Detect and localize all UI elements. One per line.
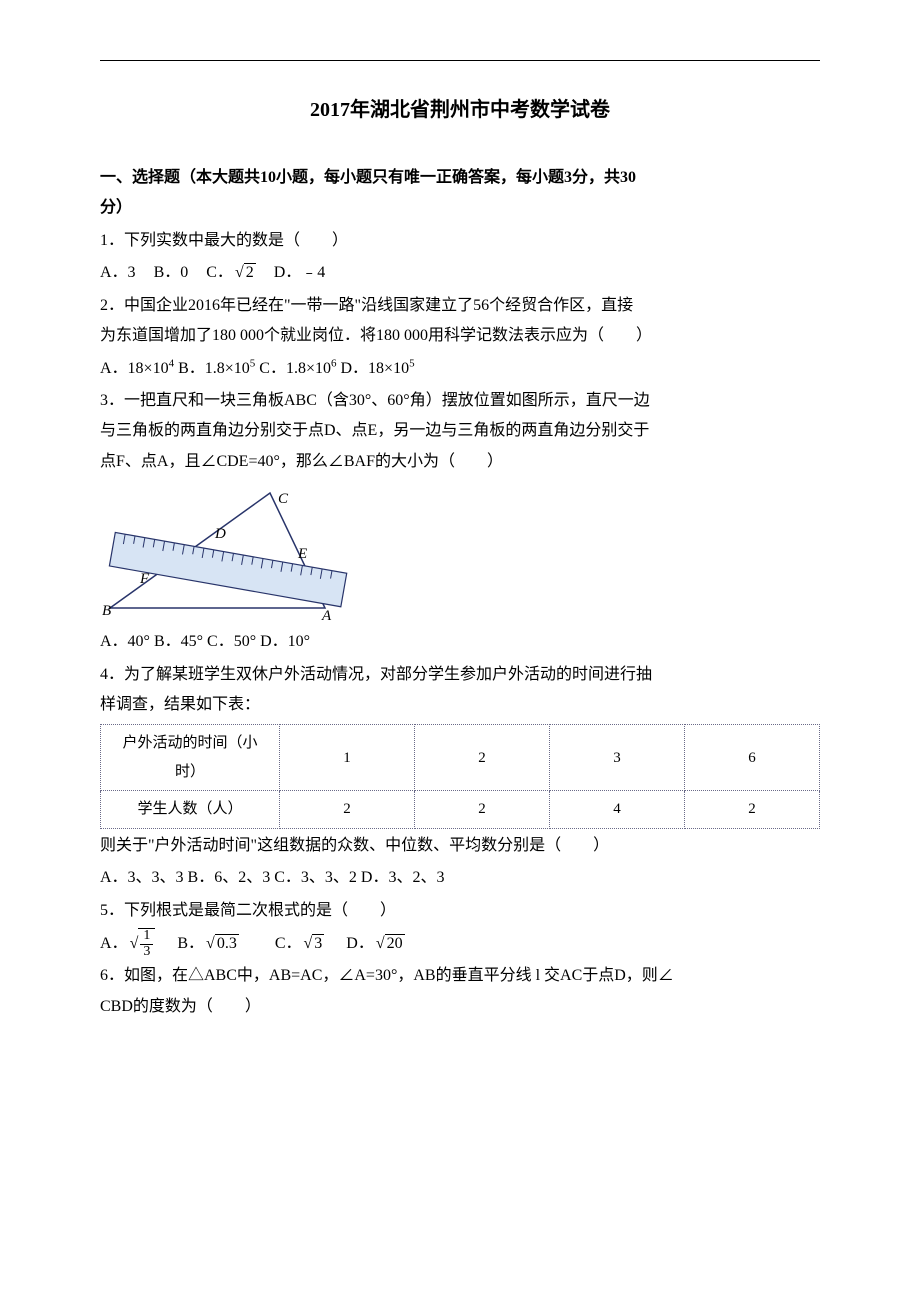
q5-opt-a-prefix: A． [100,935,128,952]
q5-a-num: 1 [140,929,153,945]
q2-options: A．18×104 B．1.8×105 C．1.8×106 D．18×105 [100,353,820,384]
q4-r2c1: 2 [280,791,415,829]
table-row: 户外活动的时间（小 时） 1 2 3 6 [101,725,820,791]
exam-title: 2017年湖北省荆州市中考数学试卷 [100,91,820,129]
q5-opt-c-prefix: C． [275,935,302,952]
section-1-heading-line2: 分） [100,193,820,223]
fig-label-a: A [321,608,332,623]
triangle-ruler-diagram-icon: B F D C E A [100,483,360,623]
q2-a-pre: A．18×10 [100,360,169,377]
q2-opt-b: B．1.8×105 [178,360,255,377]
q1-opt-d: D．﹣4 [274,264,326,281]
q3-line3: 点F、点A，且∠CDE=40°，那么∠BAF的大小为（ ） [100,447,820,477]
sqrt-icon: √0.3 [204,929,239,959]
q4-table: 户外活动的时间（小 时） 1 2 3 6 学生人数（人） 2 2 4 2 [100,724,820,829]
table-row: 学生人数（人） 2 2 4 2 [101,791,820,829]
q4-after: 则关于"户外活动时间"这组数据的众数、中位数、平均数分别是（ ） [100,831,820,861]
q2-opt-d: D．18×105 [341,360,415,377]
fraction-icon: 13 [140,929,153,959]
q2-d-pre: D．18×10 [341,360,410,377]
q3-options: A．40° B．45° C．50° D．10° [100,627,820,657]
q4-row1-label-b: 时） [175,764,205,780]
section-1-heading-line1: 一、选择题（本大题共10小题，每小题只有唯一正确答案，每小题3分，共30 [100,163,820,193]
q4-r1c2: 2 [415,725,550,791]
q4-r2c3: 4 [550,791,685,829]
q6-line1: 6．如图，在△ABC中，AB=AC，∠A=30°，AB的垂直平分线 l 交AC于… [100,961,820,991]
q3-line1: 3．一把直尺和一块三角板ABC（含30°、60°角）摆放位置如图所示，直尺一边 [100,386,820,416]
q3-figure: B F D C E A [100,483,820,623]
q2-c-sup: 6 [331,357,337,369]
sqrt-icon: √2 [233,258,256,288]
q1-opt-c-radicand: 2 [244,263,256,282]
q4-r1c4: 6 [685,725,820,791]
q2-a-sup: 4 [169,357,175,369]
q4-r1c3: 3 [550,725,685,791]
q4-r1c1: 1 [280,725,415,791]
q5-d-val: 20 [385,934,405,953]
q4-line2: 样调查，结果如下表： [100,690,820,720]
sqrt-icon: √13 [128,928,156,959]
q3-line2: 与三角板的两直角边分别交于点D、点E，另一边与三角板的两直角边分别交于 [100,416,820,446]
q5-options: A．√13 B．√0.3 C．√3 D．√20 [100,928,820,959]
q2-c-pre: C．1.8×10 [259,360,331,377]
q2-b-sup: 5 [250,357,256,369]
q4-row1-label: 户外活动的时间（小 时） [101,725,280,791]
q5-b-val: 0.3 [215,934,239,953]
fig-label-b: B [102,603,111,619]
fig-label-f: F [139,571,150,587]
q2-opt-c: C．1.8×106 [259,360,336,377]
q5-a-den: 3 [140,945,153,960]
q2-d-sup: 5 [409,357,415,369]
fig-label-d: D [214,526,226,542]
q2-line1: 2．中国企业2016年已经在"一带一路"沿线国家建立了56个经贸合作区，直接 [100,291,820,321]
q1-options: A．3 B．0 C．√2 D．﹣4 [100,258,820,288]
q4-r2c2: 2 [415,791,550,829]
q5-c-val: 3 [312,934,324,953]
fig-label-e: E [297,546,307,562]
q2-line2: 为东道国增加了180 000个就业岗位．将180 000用科学记数法表示应为（ … [100,321,820,351]
q4-options: A．3、3、3 B．6、2、3 C．3、3、2 D．3、2、3 [100,863,820,893]
sqrt-icon: √3 [302,929,325,959]
q1-opt-b: B．0 [154,264,189,281]
q2-b-pre: B．1.8×10 [178,360,250,377]
q1-opt-a: A．3 [100,264,136,281]
sqrt-icon: √20 [374,929,405,959]
q4-row1-label-a: 户外活动的时间（小 [122,735,257,751]
q4-row2-label: 学生人数（人） [101,791,280,829]
q5-opt-d-prefix: D． [346,935,374,952]
fig-label-c: C [278,491,289,507]
top-horizontal-rule [100,60,820,61]
q1-opt-c-prefix: C． [206,264,233,281]
q1-stem: 1．下列实数中最大的数是（ ） [100,226,820,256]
q2-opt-a: A．18×104 [100,360,174,377]
q5-opt-b-prefix: B． [177,935,204,952]
q5-stem: 5．下列根式是最简二次根式的是（ ） [100,896,820,926]
q4-r2c4: 2 [685,791,820,829]
q6-line2: CBD的度数为（ ） [100,992,820,1022]
q4-line1: 4．为了解某班学生双休户外活动情况，对部分学生参加户外活动的时间进行抽 [100,660,820,690]
